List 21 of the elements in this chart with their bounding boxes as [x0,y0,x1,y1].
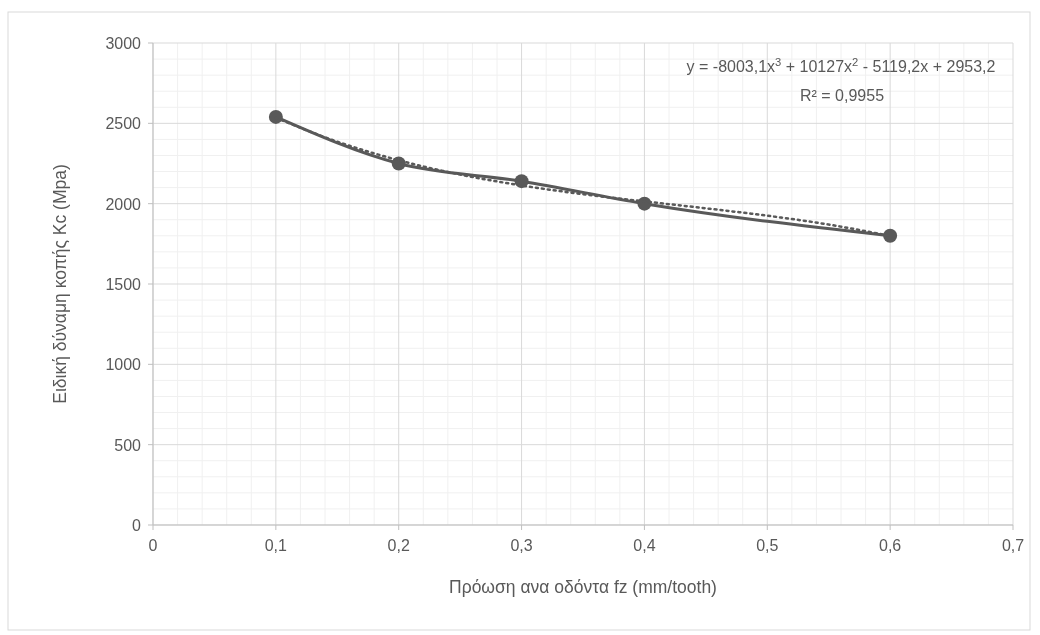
x-tick-label: 0,4 [633,537,656,554]
y-tick-label: 2500 [105,115,142,133]
x-tick-label: 0,1 [264,537,288,554]
y-tick-label: 1000 [105,356,142,374]
y-tick-label: 1500 [105,276,142,293]
y-tick-label: 0 [132,517,142,534]
x-tick-label: 0,3 [510,537,533,554]
x-axis-title: Πρόωση ανα οδόντα fz (mm/tooth) [449,577,717,597]
y-tick-label: 500 [114,436,142,454]
x-tick-label: 0,6 [879,537,902,554]
x-tick-label: 0,7 [1001,537,1025,554]
point [268,109,283,124]
annotation: y = -8003,1x$^{3}$ + 10127x$^{2}$ - 5119,2x + 2953,2 [686,56,996,75]
point [883,228,898,243]
y-tick-label: 3000 [105,35,142,52]
x-tick-label: 0,2 [387,537,410,554]
y-axis-title: Ειδική δύναμη κοπής Kc (Mpa) [50,164,70,404]
x-tick-label: 0 [148,537,158,554]
y-tick-label: 2000 [105,195,142,213]
x-tick-label: 0,5 [756,537,779,554]
annotation: R² = 0,9955 [799,87,885,104]
